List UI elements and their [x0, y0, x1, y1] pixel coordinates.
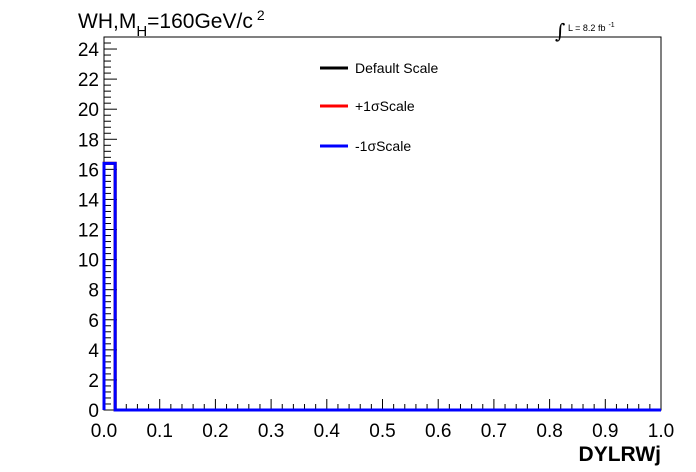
- title-main: WH,M: [78, 10, 136, 33]
- lumi-label: L = 8.2 fb -1: [568, 22, 615, 33]
- series-layer: [102, 161, 661, 412]
- y-tick-label: 8: [88, 281, 99, 302]
- y-tick-label: 18: [78, 130, 99, 151]
- y-tick-label: 14: [78, 190, 100, 211]
- y-tick-label: 16: [78, 160, 99, 181]
- legend-label-minus1sigma: -1σScale: [355, 138, 411, 154]
- y-tick-label: 0: [88, 401, 99, 422]
- x-tick-label: 0.8: [536, 421, 562, 442]
- x-tick-label: 0.0: [91, 421, 117, 442]
- x-tick-label: 0.1: [146, 421, 172, 442]
- title-superscript: 2: [257, 7, 265, 23]
- x-axis-label: DYLRWj: [579, 443, 661, 466]
- series-line-1: [102, 161, 661, 412]
- x-tick-label: 0.6: [425, 421, 451, 442]
- x-tick-label: 1.0: [648, 421, 674, 442]
- chart-title: WH,MH=160GeV/c 2: [78, 7, 265, 40]
- y-tick-label: 20: [78, 100, 99, 121]
- x-tick-label: 0.5: [369, 421, 395, 442]
- y-tick-label: 2: [88, 371, 99, 392]
- y-tick-label: 6: [88, 311, 99, 332]
- lumi-superscript: -1: [608, 22, 614, 29]
- x-tick-label: 0.9: [592, 421, 618, 442]
- x-tick-label: 0.2: [202, 421, 228, 442]
- legend: Default Scale +1σScale -1σScale: [320, 60, 438, 154]
- x-tick-label: 0.7: [481, 421, 507, 442]
- y-tick-label: 24: [78, 40, 100, 61]
- y-tick-label: 10: [78, 251, 99, 272]
- title-rest: =160GeV/c: [147, 10, 253, 33]
- x-tick-label: 0.4: [314, 421, 341, 442]
- series-line-0: [102, 161, 661, 412]
- y-tick-label: 22: [78, 70, 99, 91]
- y-tick-label: 4: [88, 341, 99, 362]
- plot-frame: [103, 36, 662, 411]
- legend-label-default: Default Scale: [355, 60, 438, 76]
- series-line-2: [102, 161, 661, 412]
- legend-label-plus1sigma: +1σScale: [355, 98, 415, 114]
- lumi-text: L = 8.2 fb: [568, 23, 605, 33]
- title-subscript: H: [136, 23, 147, 40]
- x-tick-label: 0.3: [258, 421, 284, 442]
- y-tick-label: 12: [78, 221, 99, 242]
- lumi-integral-sign: ∫: [555, 19, 565, 43]
